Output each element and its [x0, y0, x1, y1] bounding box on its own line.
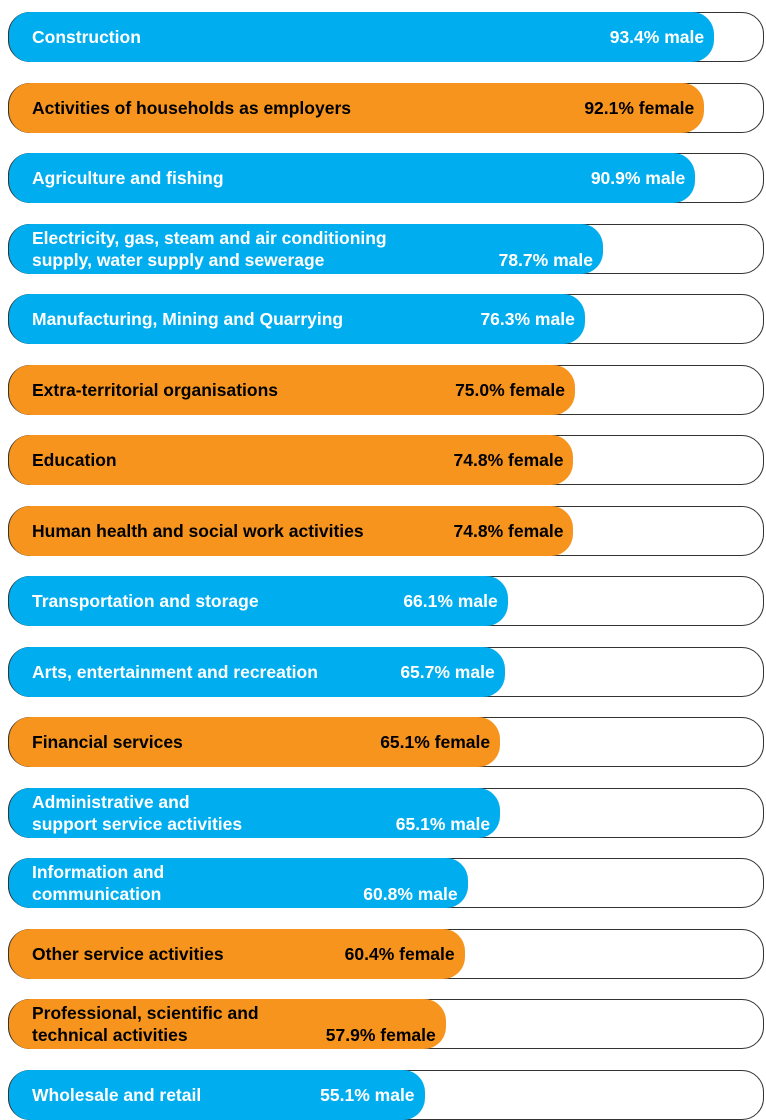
value-label: 65.1% male — [395, 813, 491, 834]
bar: Professional, scientific and technical a… — [8, 999, 446, 1049]
category-label: Transportation and storage — [32, 591, 259, 611]
bar: Human health and social work activities 7… — [8, 505, 574, 556]
category-label: Professional, scientific and technical a… — [32, 1003, 259, 1045]
value-label: 55.1% male — [320, 1084, 415, 1105]
bar: Agriculture and fishing 90.9% male — [8, 153, 696, 203]
bar: Construction 93.4% male — [8, 12, 715, 62]
category-label: Construction — [32, 27, 141, 47]
bar: Electricity, gas, steam and air conditio… — [8, 223, 603, 274]
bar: Wholesale and retail 55.1% male — [8, 1069, 425, 1120]
value-label: 74.8% female — [453, 520, 564, 541]
category-label: Manufacturing, Mining and Quarrying — [32, 309, 344, 329]
value-label: 78.7% male — [498, 249, 593, 270]
bar: Financial services 65.1% female — [8, 717, 501, 767]
category-label: Administrative and support service activ… — [32, 791, 243, 834]
category-label: Human health and social work activities — [32, 520, 364, 541]
category-label: Education — [32, 450, 117, 470]
bar: Education 74.8% female — [8, 435, 574, 485]
bar: Transportation and storage 66.1% male — [8, 576, 508, 626]
category-label: Electricity, gas, steam and air conditio… — [32, 227, 387, 270]
bar: Administrative and support service activ… — [8, 787, 501, 838]
category-label: Activities of households as employers — [32, 97, 351, 118]
category-label: Agriculture and fishing — [32, 168, 224, 188]
value-label: 65.7% male — [400, 661, 495, 682]
value-label: 74.8% female — [453, 450, 564, 470]
bar: Manufacturing, Mining and Quarrying 76.3%… — [8, 294, 585, 344]
bar: Extra-territorial organisations 75.0% fem… — [8, 364, 575, 415]
category-label: Arts, entertainment and recreation — [32, 661, 318, 682]
value-label: 60.4% female — [344, 943, 455, 964]
value-label: 90.9% male — [590, 168, 686, 188]
value-label: 93.4% male — [609, 27, 705, 47]
value-label: 66.1% male — [403, 591, 498, 611]
value-label: 57.9% female — [325, 1025, 436, 1045]
bar: Information and communication 60.8% male — [8, 858, 468, 908]
value-label: 75.0% female — [455, 379, 565, 400]
bar: Other service activities 60.4% female — [8, 928, 465, 979]
category-label: Other service activities — [32, 943, 224, 964]
value-label: 92.1% female — [584, 97, 695, 118]
value-label: 60.8% male — [363, 884, 458, 904]
bar: Activities of households as employers 92.… — [8, 82, 705, 133]
category-label: Wholesale and retail — [32, 1084, 202, 1105]
bar: Arts, entertainment and recreation 65.7% … — [8, 646, 505, 697]
category-label: Information and communication — [32, 862, 165, 904]
value-label: 76.3% male — [480, 309, 575, 329]
value-label: 65.1% female — [380, 732, 491, 752]
category-label: Extra-territorial organisations — [32, 379, 279, 400]
category-label: Financial services — [32, 732, 183, 752]
